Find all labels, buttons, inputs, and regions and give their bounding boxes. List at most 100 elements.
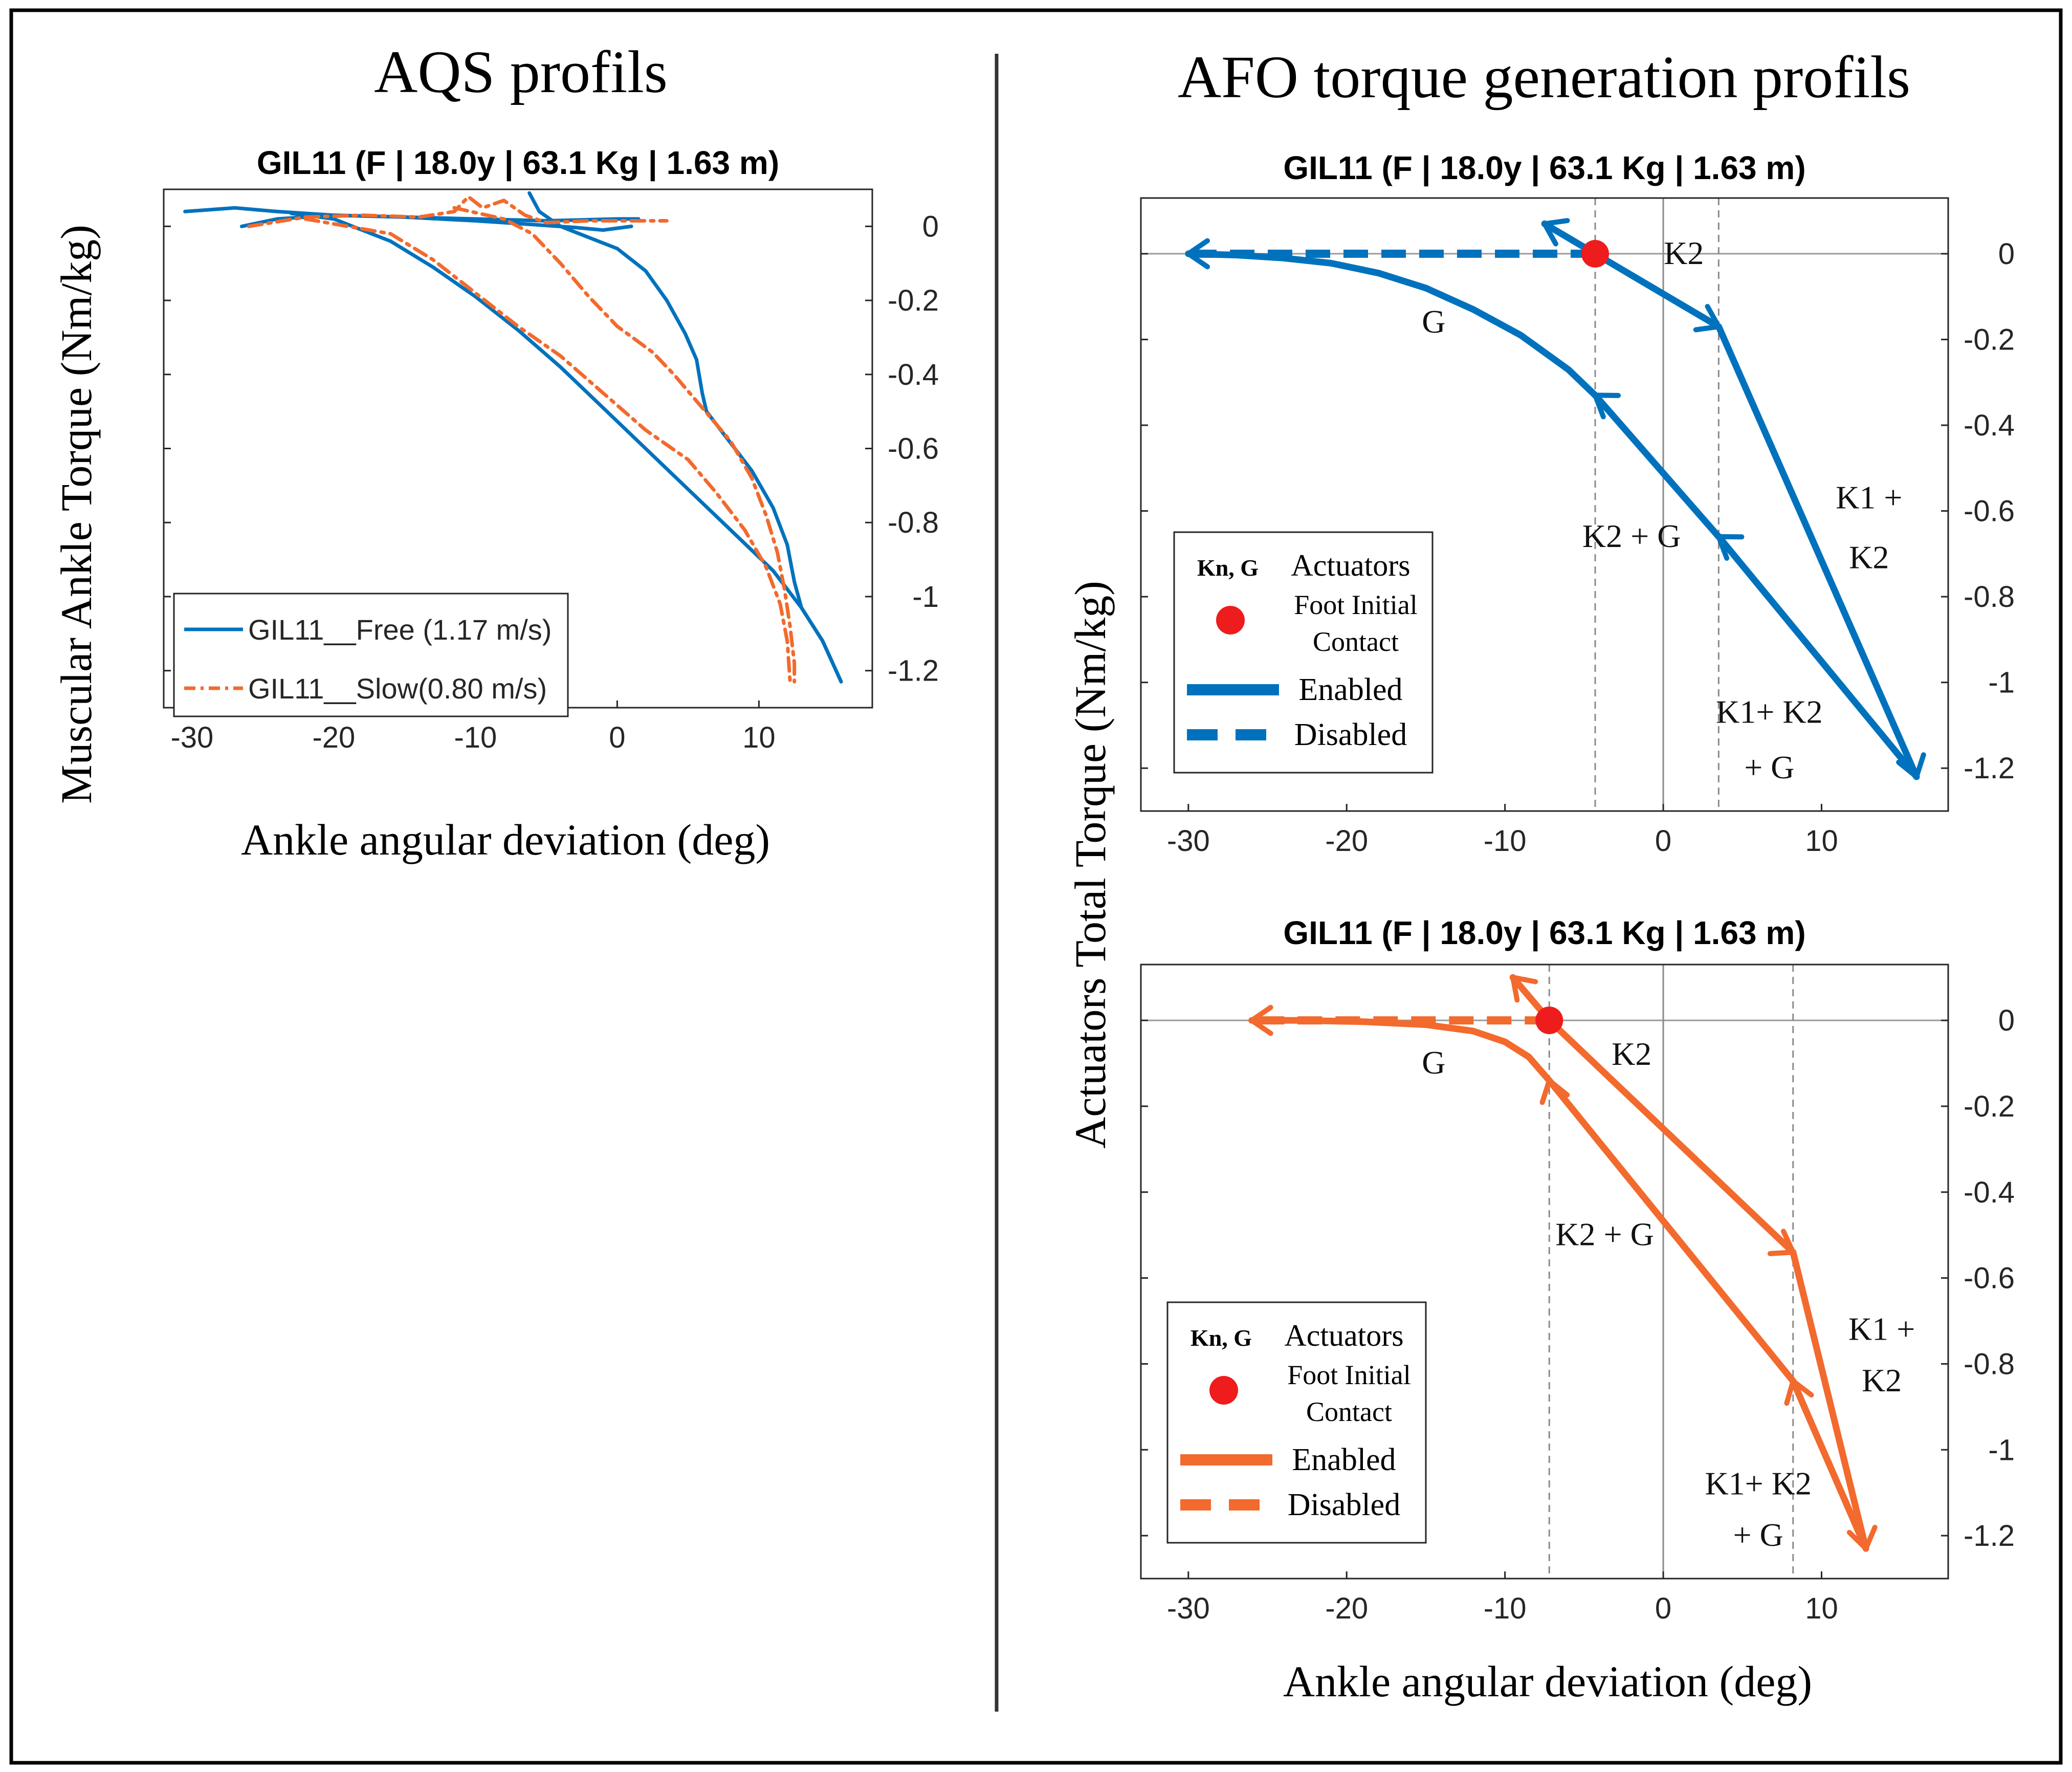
afo-free-title: GIL11 (F | 18.0y | 63.1 Kg | 1.63 m) (1283, 149, 1805, 187)
afo-free-arrowhead (1896, 752, 1926, 779)
right-heading: AFO torque generation profils (1178, 43, 1910, 111)
afo-free-xtick-label: 10 (1805, 824, 1838, 858)
afo-slow-xtick-label: -10 (1484, 1592, 1527, 1625)
afo-slow-annotation: K2 (1862, 1362, 1902, 1398)
afo-free-arrowhead (1185, 238, 1210, 270)
afo-free-annotation: G (1422, 303, 1445, 340)
afo-slow-xtick-label: -20 (1325, 1592, 1368, 1625)
aqs-ytick-label: -0.6 (888, 432, 939, 466)
afo-free-arrowhead (1542, 218, 1570, 247)
afo-free-foot-contact-marker (1581, 239, 1610, 268)
right-ylabel: Actuators Total Torque (Nm/kg) (1066, 581, 1115, 1149)
afo-slow-legend-contact-label-1: Foot Initial (1287, 1360, 1411, 1390)
afo-slow-legend-enabled-label: Enabled (1292, 1442, 1396, 1477)
aqs-series-line-free (289, 211, 843, 684)
afo-slow-arrowhead (1510, 975, 1538, 1003)
afo-slow-arrowhead (1784, 1379, 1814, 1406)
afo-free-annotation: K2 (1664, 235, 1704, 271)
afo-slow-ytick-label: -0.8 (1964, 1347, 2015, 1381)
left-ylabel: Muscular Ankle Torque (Nm/kg) (52, 225, 101, 804)
afo-slow-legend-contact-label-2: Contact (1306, 1396, 1392, 1427)
afo-free-ytick-label: -1 (1988, 666, 2015, 699)
afo-slow-foot-contact-marker (1535, 1007, 1563, 1035)
aqs-series-line-slow (303, 217, 792, 684)
afo-free-annotation: K1 + (1836, 479, 1902, 515)
afo-slow-ytick-label: 0 (1998, 1004, 2015, 1037)
afo-slow-plot-box (1140, 964, 1949, 1580)
aqs-ytick-label: -0.8 (888, 506, 939, 539)
afo-free-legend-header-symbol: Kn, G (1197, 555, 1259, 581)
afo-free-plot-box (1140, 197, 1949, 812)
afo-slow-legend-contact-marker (1209, 1376, 1238, 1405)
afo-free-legend-enabled-label: Enabled (1298, 672, 1402, 707)
aqs-ytick-label: -1.2 (888, 654, 939, 688)
afo-slow-annotation: K2 + G (1555, 1216, 1654, 1253)
aqs-chart: GIL11 (F | 18.0y | 63.1 Kg | 1.63 m) -30 -… (163, 144, 939, 754)
afo-slow-annotation: G (1422, 1044, 1445, 1081)
afo-free-ytick-label: -1.2 (1964, 752, 2015, 785)
afo-free-enabled-path (1185, 250, 1599, 399)
afo-free-xtick-label: -20 (1325, 824, 1368, 858)
aqs-xtick-label: 0 (609, 721, 625, 754)
afo-slow-title: GIL11 (F | 18.0y | 63.1 Kg | 1.63 m) (1283, 914, 1805, 952)
afo-slow-ytick-label: -0.2 (1964, 1090, 2015, 1123)
afo-slow-arrowhead (1249, 1004, 1273, 1036)
afo-free-ytick-label: -0.8 (1964, 580, 2015, 614)
aqs-legend-box (173, 593, 569, 717)
afo-slow-annotation: K1 + (1848, 1310, 1915, 1347)
afo-slow-ytick-label: -0.4 (1964, 1176, 2015, 1209)
afo-free-annotation: K2 (1849, 539, 1889, 576)
afo-free-legend-header: Actuators (1291, 549, 1410, 582)
afo-slow-xtick-label: 0 (1655, 1592, 1671, 1625)
aqs-ytick-label: 0 (922, 210, 939, 243)
afo-slow-annotation: K1+ K2 (1705, 1465, 1812, 1501)
afo-slow-legend-header-symbol: Kn, G (1191, 1325, 1252, 1351)
aqs-ytick-label: -0.4 (888, 358, 939, 391)
afo-slow-ytick-label: -1.2 (1964, 1519, 2015, 1552)
afo-slow-arrowhead (1846, 1524, 1878, 1551)
afo-slow-legend-header: Actuators (1284, 1319, 1403, 1352)
afo-slow-annotation: + G (1733, 1517, 1783, 1553)
afo-slow-annotation: K2 (1612, 1036, 1651, 1072)
afo-slow-enabled-path (1248, 1017, 1553, 1084)
aqs-series-line-free (527, 191, 843, 684)
afo-free-annotation: K1+ K2 (1716, 693, 1823, 730)
aqs-xtick-label: 10 (742, 721, 776, 754)
aqs-ytick-label: -0.2 (888, 284, 939, 317)
aqs-xtick-label: -30 (170, 721, 213, 754)
aqs-ytick-label: -1 (912, 580, 939, 614)
aqs-series-line-slow (247, 195, 669, 228)
afo-free-legend-contact-label-2: Contact (1313, 626, 1399, 657)
afo-free-xtick-label: -30 (1167, 824, 1210, 858)
afo-free-ytick-label: -0.2 (1964, 323, 2015, 356)
afo-free-legend-contact-marker (1216, 606, 1245, 635)
afo-free-xtick-label: -10 (1484, 824, 1527, 858)
aqs-title: GIL11 (F | 18.0y | 63.1 Kg | 1.63 m) (257, 144, 779, 182)
afo-free-xtick-label: 0 (1655, 824, 1671, 858)
left-heading: AQS profils (374, 38, 668, 105)
afo-free-legend-disabled-label: Disabled (1294, 717, 1407, 752)
afo-free-annotation: + G (1744, 749, 1794, 785)
left-xlabel: Ankle angular deviation (deg) (241, 815, 770, 864)
figure-frame (9, 8, 2063, 1765)
afo-free-ytick-label: 0 (1998, 237, 2015, 271)
aqs-xtick-label: -10 (454, 721, 497, 754)
right-xlabel: Ankle angular deviation (deg) (1283, 1657, 1812, 1706)
afo-slow-legend-disabled-label: Disabled (1288, 1487, 1400, 1522)
aqs-legend-label: GIL11__Free (1.17 m/s) (248, 614, 552, 646)
afo-free-arrowhead (1716, 534, 1745, 561)
aqs-series-line-slow (452, 206, 797, 684)
afo-slow-arrowhead (1767, 1229, 1796, 1256)
afo-slow-ytick-label: -1 (1988, 1433, 2015, 1467)
afo-free-ytick-label: -0.4 (1964, 409, 2015, 442)
afo-free-arrowhead (1693, 304, 1722, 333)
afo-slow-ytick-label: -0.6 (1964, 1262, 2015, 1295)
afo-slow-xtick-label: -30 (1167, 1592, 1210, 1625)
afo-free-chart: GIL11 (F | 18.0y | 63.1 Kg | 1.63 m) -30 -… (1140, 149, 2015, 858)
afo-slow-xtick-label: 10 (1805, 1592, 1838, 1625)
afo-slow-chart: GIL11 (F | 18.0y | 63.1 Kg | 1.63 m) -30 -… (1140, 914, 2015, 1625)
aqs-xtick-label: -20 (312, 721, 355, 754)
afo-free-ytick-label: -0.6 (1964, 495, 2015, 528)
afo-slow-arrowhead (1539, 1078, 1570, 1105)
